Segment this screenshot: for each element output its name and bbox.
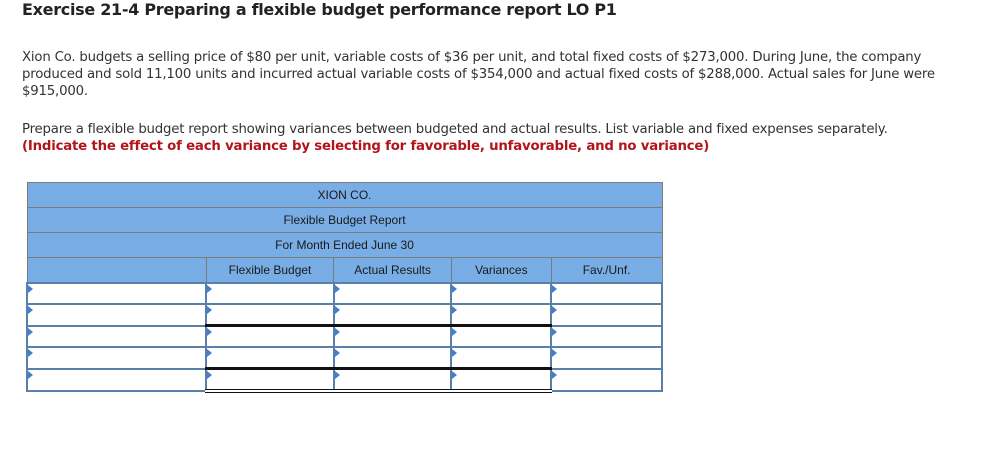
fav-unf-select[interactable] (550, 346, 663, 370)
fav-unf-select[interactable] (550, 303, 663, 327)
fav-unf-input[interactable] (552, 348, 661, 368)
line-item-select[interactable] (25, 282, 208, 305)
dropdown-marker-icon (452, 306, 458, 314)
dropdown-marker-icon (452, 328, 458, 336)
table-row (25, 282, 663, 305)
col-header-variances: Variances (450, 257, 552, 284)
col-header-actual-results: Actual Results (333, 257, 452, 284)
dropdown-marker-icon (207, 349, 213, 357)
actual-results-input[interactable] (334, 370, 451, 389)
variance-input[interactable] (452, 348, 551, 367)
variance-cell[interactable] (450, 346, 553, 370)
col-header-flexible-budget: Flexible Budget (205, 257, 335, 284)
dropdown-marker-icon (28, 370, 33, 379)
flexible-budget-cell[interactable] (205, 346, 335, 370)
actual-results-input[interactable] (334, 305, 451, 324)
flexible-budget-input[interactable] (207, 305, 333, 324)
flexible-budget-cell[interactable] (205, 303, 335, 327)
dropdown-marker-icon (207, 371, 213, 379)
table-row (25, 346, 663, 370)
dropdown-marker-icon (207, 285, 213, 293)
line-item-select[interactable] (25, 346, 208, 370)
report-name: Flexible Budget Report (26, 207, 663, 233)
dropdown-marker-icon (552, 349, 558, 357)
flexible-budget-input[interactable] (207, 284, 333, 303)
dropdown-marker-icon (452, 285, 458, 293)
variance-input[interactable] (452, 305, 551, 324)
line-item-select[interactable] (25, 324, 208, 348)
flexible-budget-cell[interactable] (205, 282, 335, 305)
col-header-label (26, 257, 207, 284)
company-name: XION CO. (26, 182, 663, 208)
dropdown-marker-icon (334, 328, 340, 336)
flexible-budget-input[interactable] (207, 370, 333, 389)
dropdown-marker-icon (334, 306, 340, 314)
fav-unf-select[interactable] (550, 282, 663, 305)
dropdown-marker-icon (552, 285, 558, 293)
dropdown-marker-icon (28, 306, 33, 314)
dropdown-marker-icon (28, 327, 33, 336)
variance-cell[interactable] (450, 303, 553, 327)
dropdown-marker-icon (552, 306, 558, 314)
flexible-budget-cell[interactable] (205, 367, 335, 393)
table-row (25, 367, 663, 393)
dropdown-marker-icon (207, 306, 213, 314)
instructions: Prepare a flexible budget report showing… (22, 121, 982, 155)
line-item-input[interactable] (28, 326, 206, 346)
flexible-budget-cell[interactable] (205, 324, 335, 348)
actual-results-input[interactable] (334, 348, 451, 367)
dropdown-marker-icon (28, 285, 33, 293)
variance-input[interactable] (452, 327, 551, 346)
flexible-budget-input[interactable] (207, 348, 333, 367)
actual-results-cell[interactable] (332, 346, 453, 370)
instruction-text: Prepare a flexible budget report showing… (22, 122, 888, 137)
variance-cell[interactable] (450, 367, 553, 393)
actual-results-input[interactable] (334, 284, 451, 303)
flexible-budget-input[interactable] (207, 327, 333, 346)
dropdown-marker-icon (552, 327, 558, 336)
actual-results-cell[interactable] (332, 303, 453, 327)
table-row (25, 324, 663, 348)
column-header-row: Flexible Budget Actual Results Variances… (26, 257, 663, 284)
instruction-note: (Indicate the effect of each variance by… (22, 139, 710, 154)
fav-unf-input[interactable] (552, 305, 661, 325)
line-item-input[interactable] (28, 305, 206, 325)
actual-results-cell[interactable] (332, 324, 453, 348)
line-item-input[interactable] (28, 348, 206, 368)
dropdown-marker-icon (28, 349, 33, 357)
dropdown-marker-icon (334, 285, 340, 293)
fav-unf-input[interactable] (552, 369, 661, 390)
fav-unf-select[interactable] (550, 367, 663, 392)
line-item-input[interactable] (28, 284, 206, 303)
actual-results-input[interactable] (334, 327, 451, 346)
dropdown-marker-icon (334, 371, 340, 379)
col-header-fav-unf: Fav./Unf. (550, 257, 663, 284)
variance-cell[interactable] (450, 282, 553, 305)
fav-unf-input[interactable] (552, 326, 661, 346)
dropdown-marker-icon (452, 371, 458, 379)
dropdown-marker-icon (552, 370, 558, 379)
problem-text: Xion Co. budgets a selling price of $80 … (22, 50, 935, 99)
flexible-budget-report-table: XION CO. Flexible Budget Report For Mont… (25, 182, 663, 393)
dropdown-marker-icon (452, 349, 458, 357)
line-item-input[interactable] (28, 369, 206, 390)
variance-input[interactable] (452, 284, 551, 303)
exercise-title: Exercise 21-4 Preparing a flexible budge… (22, 0, 617, 19)
line-item-select[interactable] (25, 367, 208, 392)
fav-unf-select[interactable] (550, 324, 663, 348)
dropdown-marker-icon (207, 328, 213, 336)
actual-results-cell[interactable] (332, 282, 453, 305)
variance-input[interactable] (452, 370, 551, 389)
actual-results-cell[interactable] (332, 367, 453, 393)
table-row (25, 303, 663, 327)
report-period: For Month Ended June 30 (26, 232, 663, 258)
line-item-select[interactable] (25, 303, 208, 327)
variance-cell[interactable] (450, 324, 553, 348)
dropdown-marker-icon (334, 349, 340, 357)
fav-unf-input[interactable] (552, 284, 661, 303)
